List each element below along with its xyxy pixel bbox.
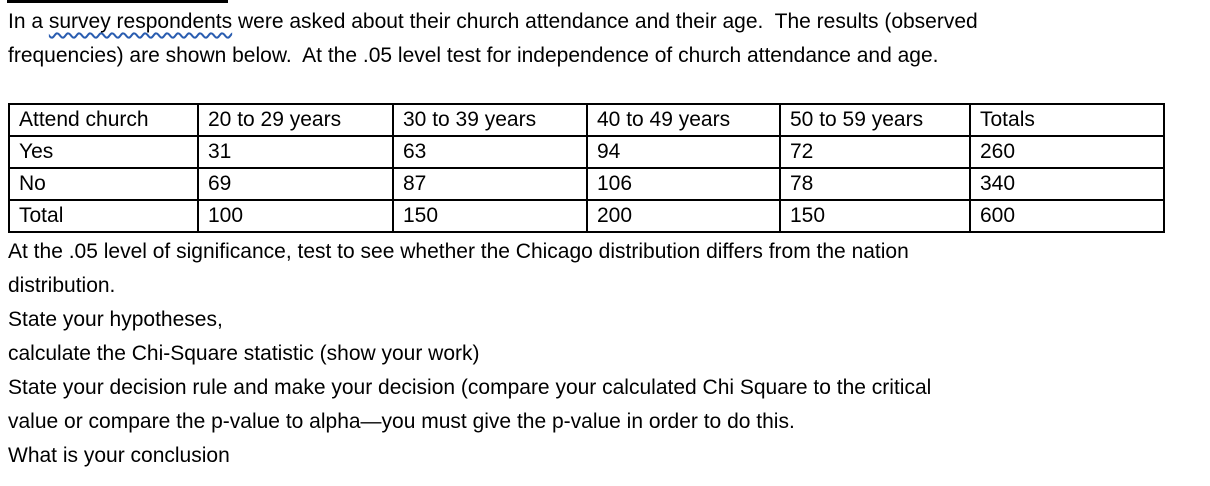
table-cell: 94 [586,135,781,169]
table-header-cell: 50 to 59 years [779,103,971,137]
table-cell: 31 [197,135,394,169]
table-cell: 200 [586,199,781,233]
table-header-cell: 30 to 39 years [392,103,588,137]
table-cell: 72 [779,135,971,169]
table-cell: 63 [392,135,588,169]
table-cell: 340 [969,167,1165,201]
intro-line-2: frequencies) are shown below. At the .05… [8,44,939,67]
body-line: At the .05 level of significance, test t… [8,240,909,263]
table-cell: Total [8,199,199,233]
body-line: State your hypotheses, [8,308,223,331]
body-line: value or compare the p-value to alpha—yo… [8,410,795,433]
document-page: In a survey respondents were asked about… [8,5,1196,473]
body-line: distribution. [8,274,116,297]
table-cell: 100 [197,199,394,233]
table-cell: 600 [969,199,1165,233]
intro-line-1-post: were asked about their church attendance… [232,10,978,33]
table-cell: Yes [8,135,199,169]
question-text-block: At the .05 level of significance, test t… [8,235,1196,473]
table-row-yes: Yes 31 63 94 72 260 [8,135,1165,169]
table-header-cell: 40 to 49 years [586,103,781,137]
table-header-row: Attend church 20 to 29 years 30 to 39 ye… [8,103,1165,137]
intro-line-1-pre: In a [8,10,49,33]
table-header-cell: Attend church [8,103,199,137]
table-cell: 87 [392,167,588,201]
table-header-cell: 20 to 29 years [197,103,394,137]
intro-line-1: In a survey respondents were asked about… [8,5,1196,39]
table-cell: 69 [197,167,394,201]
table-row-no: No 69 87 106 78 340 [8,167,1165,201]
table-cell: 78 [779,167,971,201]
table-header-cell: Totals [969,103,1165,137]
body-line: State your decision rule and make your d… [8,376,932,399]
grammar-marked-text: survey respondents [48,10,233,33]
table-cell: 260 [969,135,1165,169]
frequency-table: Attend church 20 to 29 years 30 to 39 ye… [8,103,1165,233]
cropped-underline-fragment [7,0,228,3]
body-line: calculate the Chi-Square statistic (show… [8,342,480,365]
table-row-total: Total 100 150 200 150 600 [8,199,1165,233]
table-cell: No [8,167,199,201]
table-cell: 150 [392,199,588,233]
body-line: What is your conclusion [8,444,230,467]
table-cell: 150 [779,199,971,233]
table-cell: 106 [586,167,781,201]
